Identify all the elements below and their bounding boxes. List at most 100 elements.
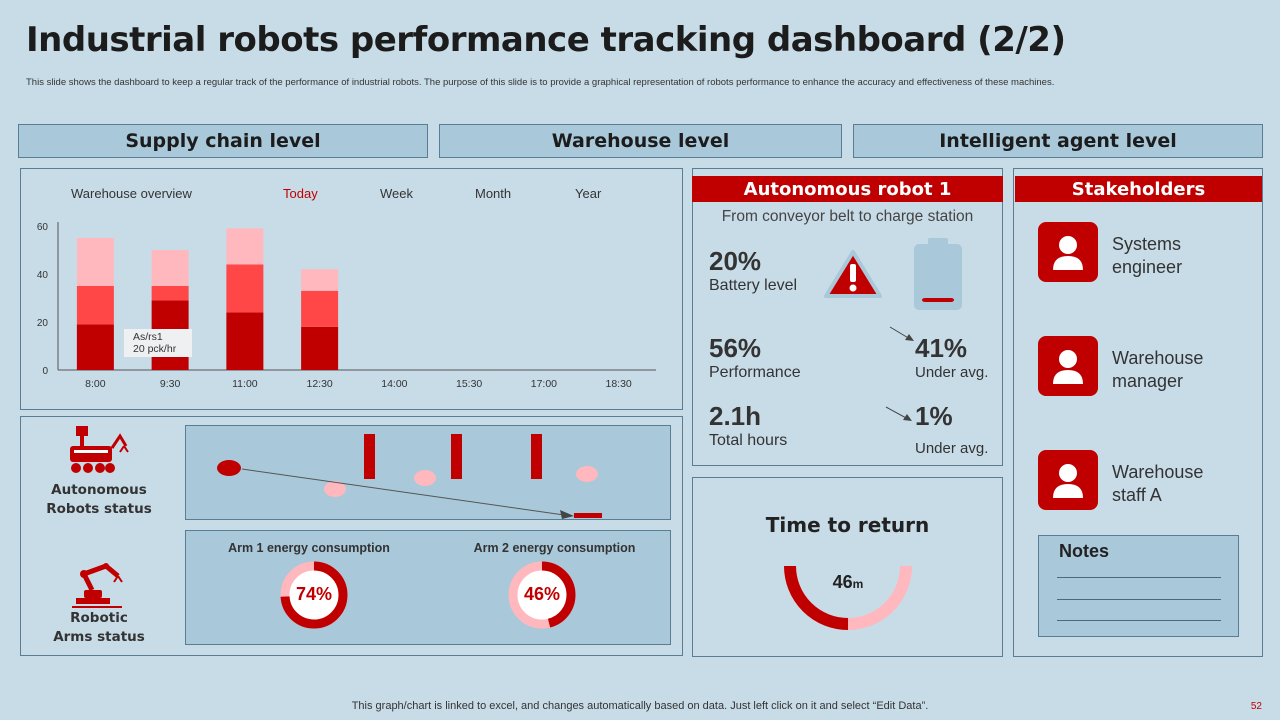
time-to-return-value: 46m bbox=[818, 572, 878, 593]
battery-icon bbox=[914, 238, 962, 310]
robots-label-line-1: Autonomous bbox=[51, 482, 147, 498]
down-arrow-icon bbox=[889, 326, 914, 341]
tab-warehouse-level[interactable]: Warehouse level bbox=[439, 124, 842, 158]
arm2-energy-value: 46% bbox=[523, 584, 561, 604]
y-tick-label: 0 bbox=[42, 366, 48, 377]
hours-delta-value: 1% bbox=[915, 401, 953, 431]
down-arrow-icon-2 bbox=[885, 406, 912, 421]
return-unit: m bbox=[852, 577, 864, 591]
user-icon[interactable] bbox=[1038, 450, 1098, 510]
x-tick-label: 11:00 bbox=[232, 378, 258, 390]
donut-fill bbox=[280, 561, 348, 629]
tooltip-line-1: As/rs1 bbox=[133, 331, 163, 343]
robot-tracking-map bbox=[185, 425, 671, 520]
stakeholder-1-line-2: engineer bbox=[1112, 257, 1183, 277]
notes-line-2 bbox=[1057, 599, 1221, 600]
shelf-3 bbox=[531, 434, 542, 479]
tab-supply-chain-level[interactable]: Supply chain level bbox=[18, 124, 428, 158]
autonomous-robots-status-label: Autonomous Robots status bbox=[34, 481, 164, 519]
robots-label-line-2: Robots status bbox=[46, 501, 152, 517]
return-minutes: 46 bbox=[832, 572, 853, 592]
page-number: 52 bbox=[1250, 701, 1262, 712]
tab-month[interactable]: Month bbox=[475, 186, 512, 201]
tab-week[interactable]: Week bbox=[380, 186, 413, 201]
arm2-donut-chart bbox=[508, 561, 576, 629]
robotic-arms-status-label: Robotic Arms status bbox=[34, 609, 164, 647]
stakeholders-title: Stakeholders bbox=[1015, 176, 1262, 202]
tab-year[interactable]: Year bbox=[575, 186, 602, 201]
x-tick-label: 8:00 bbox=[85, 378, 106, 390]
page-title: Industrial robots performance tracking d… bbox=[26, 20, 1066, 60]
performance-value: 56% bbox=[709, 333, 762, 363]
energy-consumption-panel bbox=[185, 530, 671, 645]
x-tick-label: 17:00 bbox=[531, 378, 557, 390]
waypoint-2 bbox=[414, 470, 436, 486]
bar-segment bbox=[151, 250, 189, 286]
charge-station bbox=[574, 513, 602, 518]
gauge-fill bbox=[784, 565, 849, 630]
y-tick-label: 20 bbox=[37, 318, 49, 329]
user-icon[interactable] bbox=[1038, 336, 1098, 396]
notes-line-3 bbox=[1057, 620, 1221, 621]
time-to-return-title: Time to return bbox=[765, 513, 930, 537]
tab-intelligent-agent-level[interactable]: Intelligent agent level bbox=[853, 124, 1263, 158]
arms-label-line-1: Robotic bbox=[70, 610, 128, 626]
shelf-1 bbox=[364, 434, 375, 479]
performance-delta-label: Under avg. bbox=[915, 364, 989, 381]
y-tick-label: 60 bbox=[37, 222, 49, 233]
waypoint-3 bbox=[576, 466, 598, 482]
battery-level-value: 20% bbox=[709, 246, 762, 276]
hours-delta-label: Under avg. bbox=[915, 440, 989, 457]
warehouse-bar-chart: 0 20 40 60 8:00 9:30 11:00 12:30 14:00 15:30 17:00… bbox=[37, 222, 656, 390]
stakeholder-2-line-1: Warehouse bbox=[1112, 348, 1204, 368]
stakeholder-systems-engineer: Systems engineer bbox=[1112, 233, 1182, 279]
autonomous-robot-title: Autonomous robot 1 bbox=[692, 176, 1003, 202]
total-hours-value: 2.1h bbox=[709, 401, 762, 431]
stakeholder-warehouse-staff-a: Warehouse staff A bbox=[1112, 461, 1203, 507]
donut-fill bbox=[508, 561, 576, 629]
autonomous-robot-icon bbox=[70, 426, 129, 473]
x-tick-label: 12:30 bbox=[306, 378, 332, 390]
autonomous-robot-panel bbox=[692, 168, 1003, 466]
time-to-return-gauge bbox=[784, 565, 912, 630]
robotic-arm-icon bbox=[72, 563, 123, 608]
bar-segment bbox=[301, 269, 339, 291]
warning-icon bbox=[824, 250, 882, 298]
bar-segment bbox=[76, 286, 114, 325]
total-hours-label: Total hours bbox=[709, 432, 788, 449]
bar-segment bbox=[76, 324, 114, 370]
route-line bbox=[241, 468, 565, 516]
tooltip-line-2: 20 pck/hr bbox=[133, 343, 177, 355]
chart-tooltip: As/rs1 20 pck/hr bbox=[124, 329, 192, 357]
x-tick-label: 15:30 bbox=[456, 378, 482, 390]
arm1-donut-chart bbox=[280, 561, 348, 629]
bar-segment bbox=[301, 326, 339, 370]
bar-segment bbox=[226, 312, 264, 370]
battery-level-label: Battery level bbox=[709, 277, 798, 294]
footer-note: This graph/chart is linked to excel, and… bbox=[351, 700, 929, 712]
bar-segment bbox=[226, 228, 264, 265]
waypoint-1 bbox=[324, 481, 346, 497]
bar-segment bbox=[226, 264, 264, 313]
performance-delta-value: 41% bbox=[915, 333, 968, 363]
bar-segment bbox=[301, 290, 339, 327]
stakeholder-warehouse-manager: Warehouse manager bbox=[1112, 347, 1203, 393]
x-tick-label: 9:30 bbox=[160, 378, 181, 390]
tab-today[interactable]: Today bbox=[283, 186, 318, 201]
route-arrow bbox=[560, 510, 574, 519]
user-icon[interactable] bbox=[1038, 222, 1098, 282]
stakeholder-2-line-2: manager bbox=[1112, 371, 1184, 391]
arm1-energy-value: 74% bbox=[295, 584, 333, 604]
stakeholder-3-line-2: staff A bbox=[1112, 485, 1162, 505]
arm2-energy-title: Arm 2 energy consumption bbox=[473, 541, 636, 555]
page-subtitle: This slide shows the dashboard to keep a… bbox=[26, 77, 1055, 88]
notes-title: Notes bbox=[1059, 541, 1110, 561]
y-tick-label: 40 bbox=[37, 270, 49, 281]
arms-label-line-2: Arms status bbox=[53, 629, 145, 645]
warehouse-overview-label: Warehouse overview bbox=[71, 186, 192, 201]
bar-segment bbox=[76, 238, 114, 286]
robot-route-text: From conveyor belt to charge station bbox=[721, 208, 974, 225]
bar-segment bbox=[151, 286, 189, 301]
stakeholder-3-line-1: Warehouse bbox=[1112, 462, 1204, 482]
robot-position-marker bbox=[217, 460, 241, 476]
